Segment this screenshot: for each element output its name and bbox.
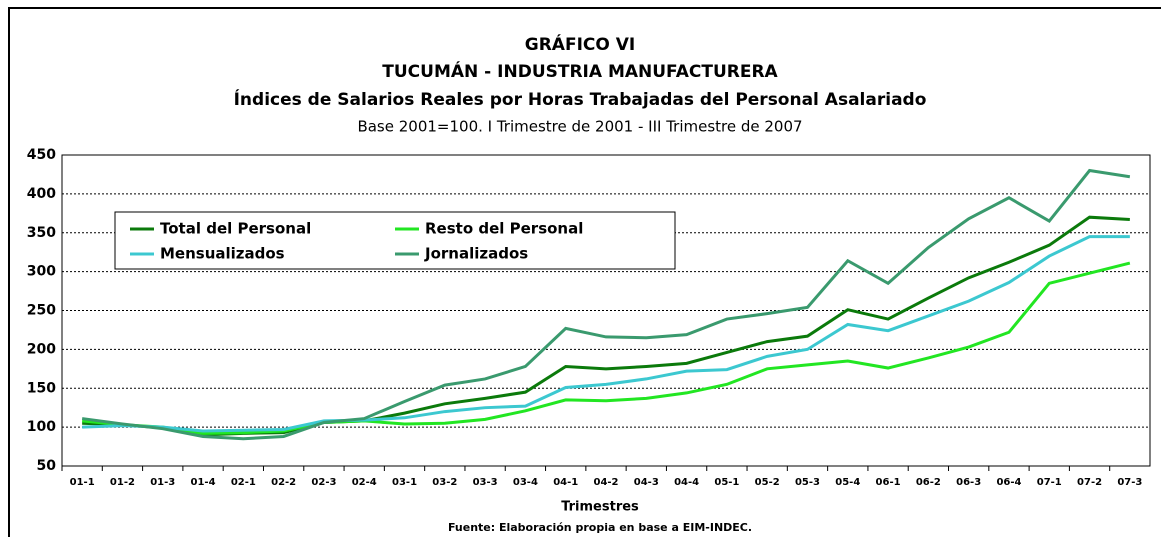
x-tick-label: 02-2 xyxy=(271,477,296,488)
x-axis-label: Trimestres xyxy=(561,500,639,515)
x-tick-label: 01-1 xyxy=(70,477,95,488)
x-tick-label: 07-2 xyxy=(1077,477,1102,488)
x-tick-label: 06-3 xyxy=(956,477,981,488)
x-tick-label: 06-4 xyxy=(996,477,1021,488)
x-tick-label: 05-2 xyxy=(755,477,780,488)
x-tick-label: 03-3 xyxy=(473,477,498,488)
y-tick-label: 150 xyxy=(27,380,56,396)
y-tick-label: 100 xyxy=(27,419,56,435)
legend-label: Mensualizados xyxy=(160,245,285,263)
y-tick-label: 300 xyxy=(27,264,56,280)
x-tick-label: 04-4 xyxy=(674,477,699,488)
chart-subtitle: Índices de Salarios Reales por Horas Tra… xyxy=(234,88,927,110)
y-tick-label: 400 xyxy=(27,186,56,202)
x-tick-label: 04-1 xyxy=(553,477,578,488)
source: Fuente: Elaboración propia en base a EIM… xyxy=(448,521,752,534)
y-tick-label: 350 xyxy=(27,225,56,241)
series-line xyxy=(82,261,1131,435)
x-tick-label: 03-2 xyxy=(432,477,457,488)
x-tick-label: 01-4 xyxy=(191,477,216,488)
series-line xyxy=(82,235,1130,433)
y-tick-label: 250 xyxy=(27,303,56,319)
y-tick-label: 200 xyxy=(27,341,56,357)
series-line xyxy=(81,168,1131,441)
chart-subtitle: TUCUMÁN - INDUSTRIA MANUFACTURERA xyxy=(382,60,778,82)
frame xyxy=(8,7,1161,537)
x-tick-label: 04-2 xyxy=(593,477,618,488)
x-tick-label: 05-1 xyxy=(714,477,739,488)
x-tick-label: 02-3 xyxy=(311,477,336,488)
legend-label: Jornalizados xyxy=(424,245,528,263)
y-tick-label: 450 xyxy=(27,147,56,163)
x-tick-label: 02-4 xyxy=(352,477,377,488)
chart-subtitle: Base 2001=100. I Trimestre de 2001 - III… xyxy=(357,118,802,136)
x-tick-label: 06-2 xyxy=(916,477,941,488)
x-tick-label: 07-1 xyxy=(1037,477,1062,488)
x-tick-label: 06-1 xyxy=(876,477,901,488)
x-tick-label: 01-2 xyxy=(110,477,135,488)
x-tick-label: 07-3 xyxy=(1117,477,1142,488)
legend-label: Resto del Personal xyxy=(425,220,583,238)
y-tick-label: 50 xyxy=(37,458,57,474)
x-tick-label: 02-1 xyxy=(231,477,256,488)
legend-box xyxy=(114,211,676,270)
x-tick-label: 05-4 xyxy=(835,477,860,488)
x-tick-label: 03-1 xyxy=(392,477,417,488)
x-tick-label: 01-3 xyxy=(150,477,175,488)
x-tick-label: 05-3 xyxy=(795,477,820,488)
chart-title: GRÁFICO VI xyxy=(525,33,635,55)
x-tick-label: 03-4 xyxy=(513,477,538,488)
x-tick-label: 04-3 xyxy=(634,477,659,488)
legend-label: Total del Personal xyxy=(160,220,311,238)
